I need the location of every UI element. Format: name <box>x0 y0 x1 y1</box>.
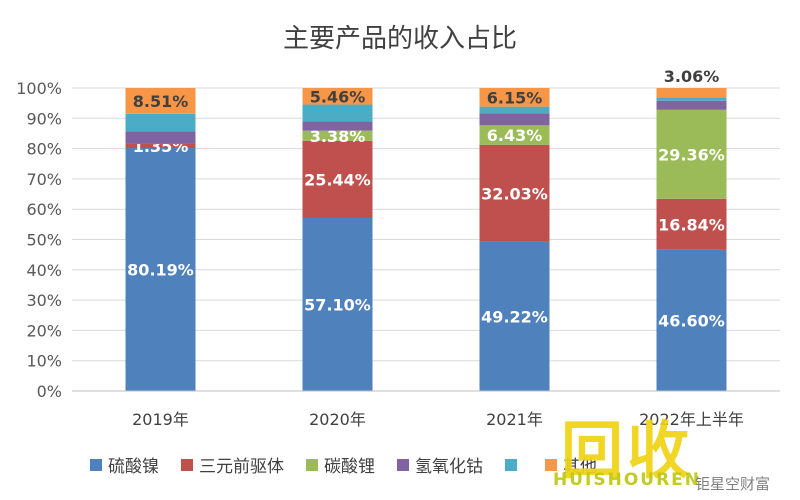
bar-segment <box>656 198 727 250</box>
bar-segment <box>125 148 196 391</box>
bar-segment <box>302 130 373 141</box>
legend-item: 硫酸镍 <box>90 452 159 477</box>
legend-swatch <box>545 458 557 471</box>
bar-segment <box>302 121 373 131</box>
legend-swatch <box>397 458 409 471</box>
legend-swatch <box>505 458 517 471</box>
bar-segment <box>656 100 727 110</box>
bar-segment <box>479 144 550 242</box>
chart-title: 主要产品的收入占比 <box>282 24 517 54</box>
x-tick-label: 2021年 <box>486 410 543 429</box>
bar-segment <box>125 131 196 144</box>
y-tick-label: 0% <box>37 382 62 401</box>
data-label: 32.03% <box>481 184 548 203</box>
legend-item: 三元前驱体 <box>181 452 284 477</box>
y-tick-label: 30% <box>26 291 62 310</box>
bar-segment <box>479 106 550 114</box>
legend-swatch <box>181 458 193 471</box>
data-label: 25.44% <box>304 170 371 189</box>
bar-segment <box>125 88 196 114</box>
y-tick-label: 90% <box>26 109 62 128</box>
legend-item: 其他 <box>545 452 597 477</box>
x-tick-label: 2022年上半年 <box>639 410 744 429</box>
watermark-logo: 回收 HUISHOUREN 钜星空财富 <box>545 400 800 500</box>
legend-swatch <box>306 458 318 471</box>
data-label: 6.43% <box>487 126 543 145</box>
bar-segment <box>302 140 373 218</box>
bar-segment <box>302 88 373 105</box>
data-label: 5.46% <box>310 87 366 106</box>
y-tick-label: 20% <box>26 321 62 340</box>
bar-segment <box>656 249 727 391</box>
data-label: 6.15% <box>487 88 543 107</box>
bar-segment <box>479 88 550 107</box>
legend-label: 碳酸锂 <box>324 457 375 477</box>
y-tick-label: 50% <box>26 231 62 250</box>
bar-segment <box>656 88 727 98</box>
y-tick-label: 10% <box>26 352 62 371</box>
bar-segment <box>479 241 550 391</box>
data-label: 49.22% <box>481 307 548 326</box>
watermark-sub-text: HUISHOUREN <box>553 470 702 490</box>
watermark-source-text: 钜星空财富 <box>695 475 771 493</box>
bar-segment <box>479 113 550 126</box>
bar-segment <box>125 143 196 149</box>
legend-item: 氢氧化钴 <box>397 452 483 477</box>
legend-label: 硫酸镍 <box>108 457 159 477</box>
data-label: 3.38% <box>310 127 366 146</box>
data-label: 8.51% <box>133 92 189 111</box>
chart-legend: 硫酸镍 三元前驱体 碳酸锂 氢氧化钴 其他 <box>90 452 790 477</box>
legend-label: 氢氧化钴 <box>415 457 483 477</box>
legend-item <box>505 452 523 477</box>
data-label: 29.36% <box>658 145 725 164</box>
bar-segment <box>656 97 727 101</box>
watermark-logo-text: 回收 <box>561 414 694 487</box>
data-label: 3.06% <box>664 67 720 86</box>
legend-label: 其他 <box>563 457 597 477</box>
data-label: 16.84% <box>658 215 725 234</box>
y-tick-label: 100% <box>16 79 62 98</box>
y-tick-label: 80% <box>26 140 62 159</box>
bar-segment <box>302 217 373 391</box>
data-label: 57.10% <box>304 295 371 314</box>
legend-label: 三元前驱体 <box>199 457 284 477</box>
y-tick-label: 40% <box>26 261 62 280</box>
x-tick-label: 2020年 <box>309 410 366 429</box>
legend-item: 碳酸锂 <box>306 452 375 477</box>
data-label: 80.19% <box>127 261 194 280</box>
bar-segment <box>479 125 550 145</box>
x-tick-label: 2019年 <box>132 410 189 429</box>
bar-segment <box>656 109 727 199</box>
legend-swatch <box>90 458 102 471</box>
y-tick-label: 70% <box>26 170 62 189</box>
bar-segment <box>125 113 196 132</box>
bar-segment <box>302 104 373 122</box>
data-label: 46.60% <box>658 311 725 330</box>
y-tick-label: 60% <box>26 200 62 219</box>
